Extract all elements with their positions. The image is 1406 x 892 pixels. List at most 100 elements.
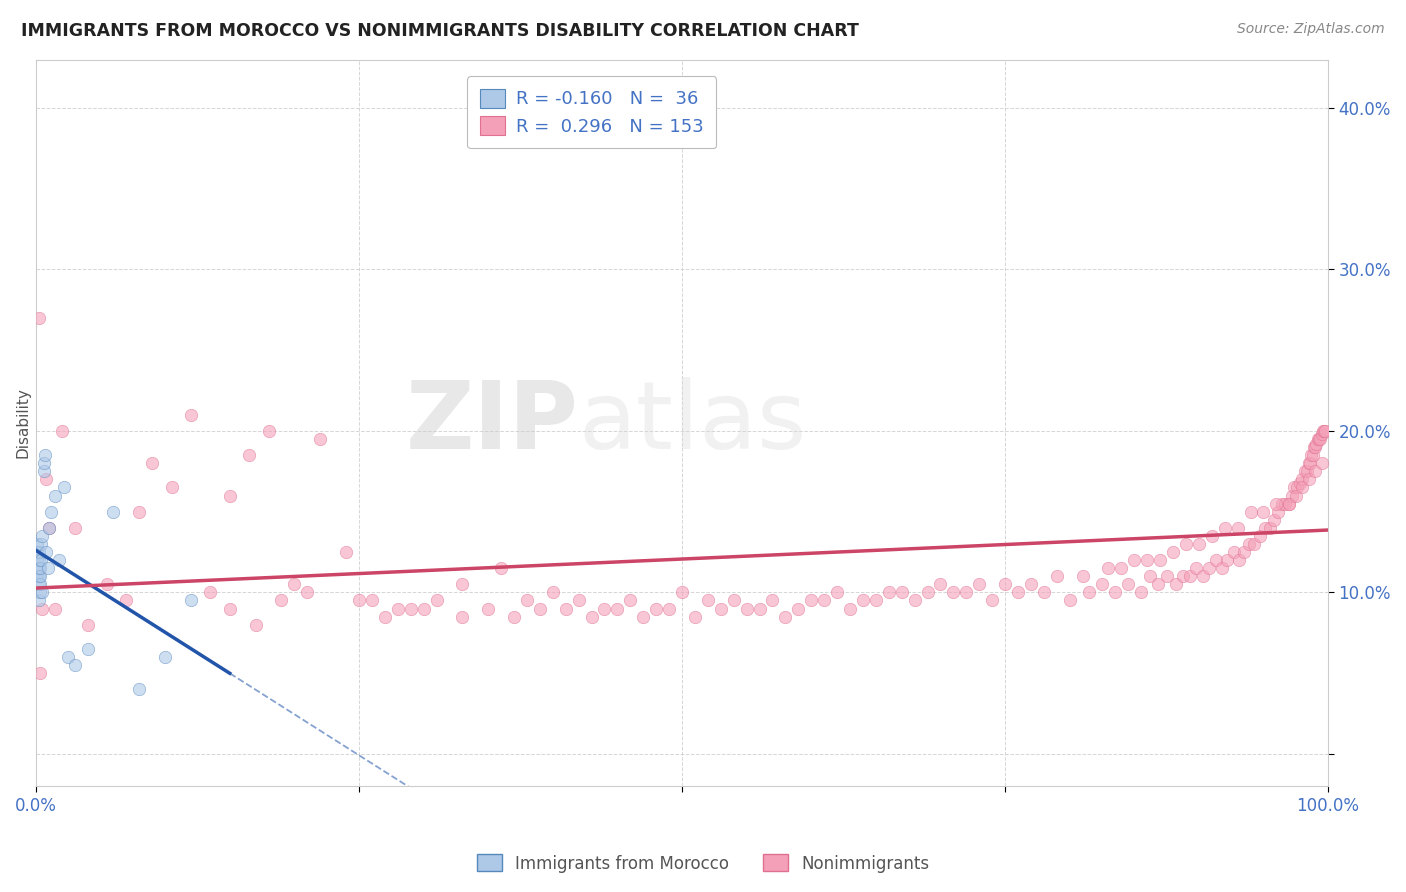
Point xyxy=(30,537,52,551)
Text: ZIP: ZIP xyxy=(406,377,579,469)
Point xyxy=(942,585,965,599)
Point xyxy=(257,424,280,438)
Point xyxy=(96,577,118,591)
Point xyxy=(76,641,98,656)
Point xyxy=(1164,577,1187,591)
Point xyxy=(180,408,202,422)
Point xyxy=(1129,585,1152,599)
Point xyxy=(309,432,332,446)
Point xyxy=(994,577,1017,591)
Point xyxy=(1233,545,1256,559)
Point xyxy=(218,601,240,615)
Point xyxy=(865,593,887,607)
Point xyxy=(1188,537,1211,551)
Point xyxy=(1161,545,1184,559)
Point xyxy=(619,593,641,607)
Point xyxy=(1267,505,1289,519)
Point xyxy=(981,593,1004,607)
Point xyxy=(412,601,434,615)
Point xyxy=(1205,553,1227,567)
Point xyxy=(27,561,49,575)
Point xyxy=(1305,437,1327,451)
Point xyxy=(503,609,526,624)
Point xyxy=(28,577,51,591)
Point xyxy=(581,609,603,624)
Point xyxy=(1198,561,1220,575)
Point xyxy=(1299,456,1322,470)
Point xyxy=(1265,497,1288,511)
Point xyxy=(27,553,49,567)
Point xyxy=(1091,577,1114,591)
Point xyxy=(218,489,240,503)
Point xyxy=(1302,440,1324,454)
Point xyxy=(1315,424,1337,438)
Point xyxy=(1312,424,1334,438)
Point xyxy=(1254,521,1277,535)
Point xyxy=(1303,440,1326,454)
Point xyxy=(748,601,770,615)
Point xyxy=(529,601,551,615)
Point xyxy=(25,569,48,583)
Point xyxy=(25,561,48,575)
Point xyxy=(58,650,80,665)
Point xyxy=(1097,561,1119,575)
Point xyxy=(1226,521,1249,535)
Point xyxy=(633,609,655,624)
Point xyxy=(929,577,952,591)
Point xyxy=(387,601,409,615)
Point xyxy=(1211,561,1233,575)
Point xyxy=(63,658,86,673)
Point xyxy=(76,617,98,632)
Point xyxy=(31,601,53,615)
Point xyxy=(1302,448,1324,462)
Point xyxy=(710,601,733,615)
Point xyxy=(1239,505,1261,519)
Point xyxy=(160,480,183,494)
Point xyxy=(1174,537,1197,551)
Point xyxy=(877,585,900,599)
Point xyxy=(852,593,875,607)
Point xyxy=(813,593,835,607)
Point xyxy=(27,577,49,591)
Point xyxy=(477,601,499,615)
Point xyxy=(38,521,60,535)
Point xyxy=(1111,561,1133,575)
Point xyxy=(696,593,718,607)
Point xyxy=(1284,480,1306,494)
Point xyxy=(31,585,53,599)
Point xyxy=(1059,593,1081,607)
Point xyxy=(27,569,49,583)
Point xyxy=(1270,497,1292,511)
Point xyxy=(30,553,52,567)
Point xyxy=(63,521,86,535)
Point xyxy=(200,585,222,599)
Point xyxy=(31,529,53,543)
Point xyxy=(1294,464,1316,478)
Point xyxy=(28,561,51,575)
Point xyxy=(25,537,48,551)
Point xyxy=(1263,513,1285,527)
Point xyxy=(1310,427,1333,442)
Text: Source: ZipAtlas.com: Source: ZipAtlas.com xyxy=(1237,22,1385,37)
Point xyxy=(35,472,58,486)
Point xyxy=(1288,475,1310,490)
Point xyxy=(1308,432,1330,446)
Point xyxy=(1286,480,1309,494)
Point xyxy=(1046,569,1069,583)
Point xyxy=(1032,585,1054,599)
Point xyxy=(245,617,267,632)
Point xyxy=(1313,424,1336,438)
Point xyxy=(735,601,758,615)
Point xyxy=(568,593,591,607)
Point xyxy=(1139,569,1161,583)
Point xyxy=(1298,472,1320,486)
Point xyxy=(1278,497,1301,511)
Point xyxy=(347,593,370,607)
Point xyxy=(955,585,977,599)
Point xyxy=(283,577,305,591)
Point xyxy=(1243,537,1265,551)
Point xyxy=(32,456,55,470)
Point xyxy=(180,593,202,607)
Point xyxy=(1306,432,1329,446)
Point xyxy=(425,593,447,607)
